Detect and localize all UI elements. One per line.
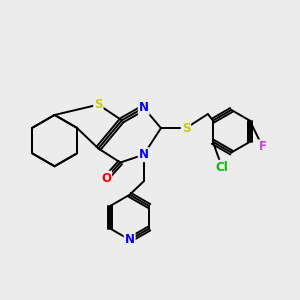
Text: F: F — [259, 140, 267, 153]
Text: S: S — [94, 98, 103, 111]
Text: N: N — [125, 233, 135, 246]
Text: O: O — [101, 172, 111, 185]
Text: S: S — [182, 122, 190, 135]
Text: N: N — [139, 148, 149, 161]
Text: N: N — [139, 101, 149, 114]
Text: Cl: Cl — [216, 161, 228, 174]
